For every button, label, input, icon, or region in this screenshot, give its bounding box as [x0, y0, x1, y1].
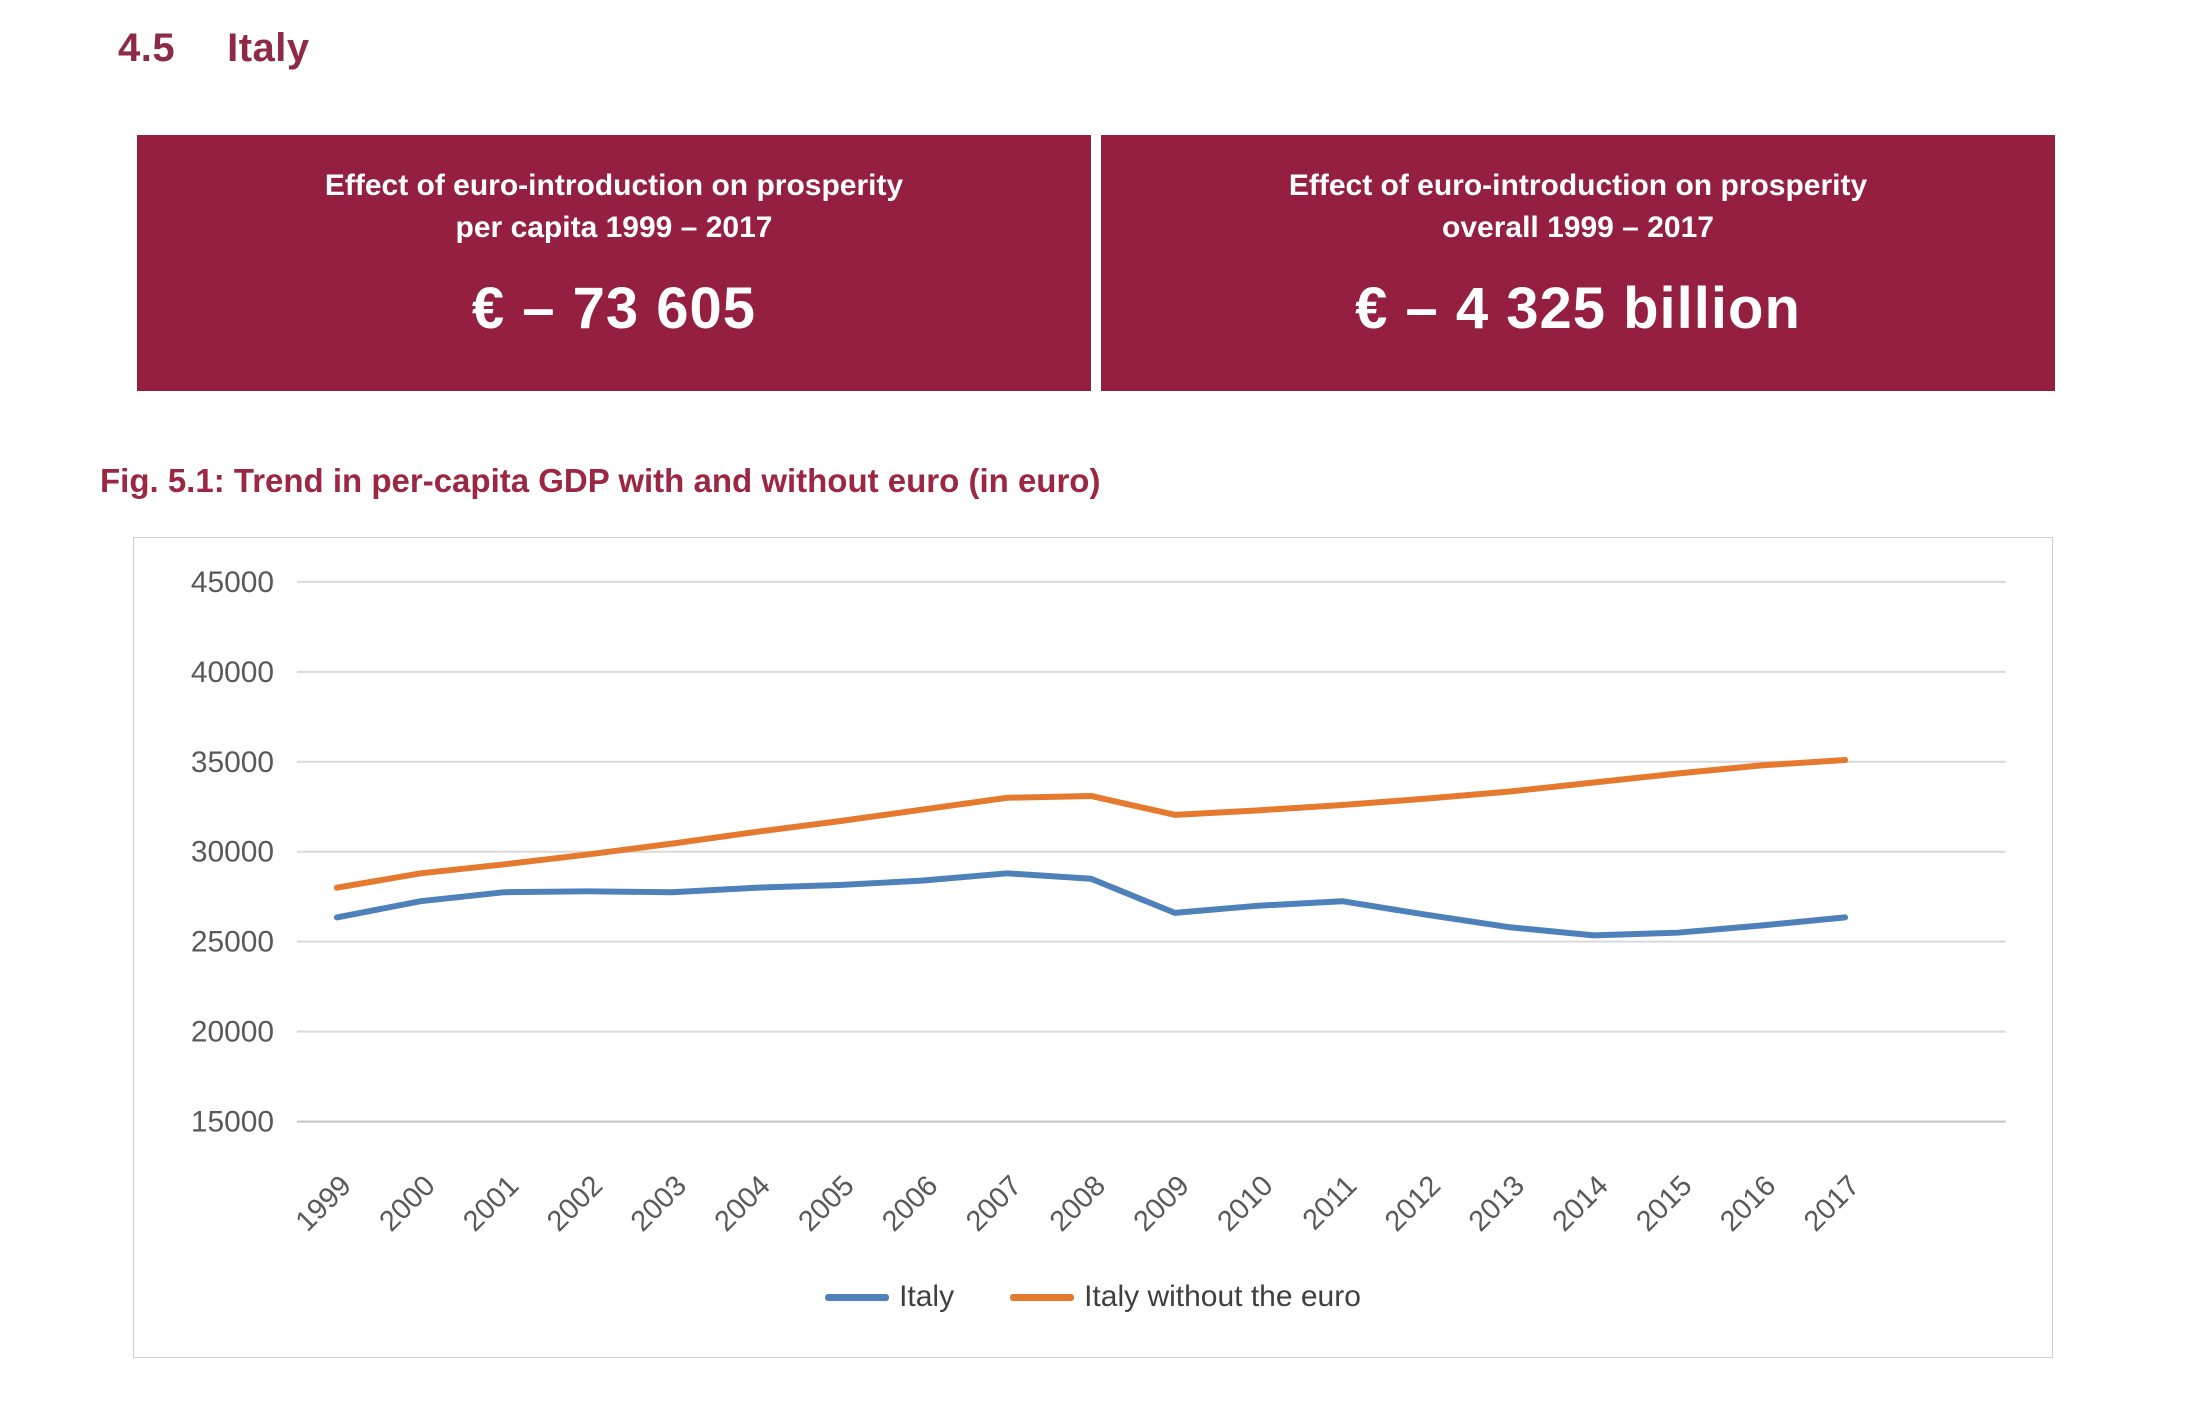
x-axis-tick-label: 2016 [1714, 1170, 1782, 1238]
x-axis-tick-label: 2000 [373, 1170, 441, 1238]
per-capita-effect-value: € – 73 605 [471, 276, 757, 341]
y-axis-tick-label: 45000 [191, 566, 274, 599]
x-axis-tick-label: 2008 [1044, 1170, 1112, 1238]
x-axis-tick-label: 2015 [1630, 1170, 1698, 1238]
x-axis-tick-label: 2014 [1547, 1170, 1615, 1238]
section-title: Italy [227, 26, 310, 70]
chart-panel: 45000 40000 35000 30000 25000 20000 15000 1999 2… [133, 537, 2053, 1358]
x-axis-tick-label: 2002 [541, 1170, 609, 1238]
x-axis-tick-label: 2004 [709, 1170, 777, 1238]
overall-effect-card: Effect of euro-introduction on prosperit… [1101, 135, 2055, 391]
series-line-italy [333, 870, 1849, 939]
legend-item-italy-without-euro: Italy without the euro [1010, 1280, 1361, 1314]
x-axis-tick-label: 2005 [792, 1170, 860, 1238]
overall-effect-title-line2: overall 1999 – 2017 [1442, 211, 1714, 244]
y-axis-tick-label: 30000 [191, 836, 274, 869]
legend-label-italy-without-euro: Italy without the euro [1084, 1280, 1361, 1313]
y-axis-tick-label: 20000 [191, 1016, 274, 1049]
x-axis-tick-label: 2001 [457, 1170, 525, 1238]
legend-item-italy: Italy [825, 1280, 954, 1314]
per-capita-effect-card: Effect of euro-introduction on prosperit… [137, 135, 1091, 391]
y-axis-tick-label: 15000 [191, 1106, 274, 1139]
section-number: 4.5 [118, 26, 176, 70]
italy-line-swatch [825, 1293, 890, 1301]
per-capita-effect-title: Effect of euro-introduction on prosperit… [137, 165, 1091, 249]
italy-without-euro-line-swatch [1010, 1293, 1075, 1301]
figure-caption: Fig. 5.1: Trend in per-capita GDP with a… [100, 462, 1101, 499]
overall-effect-title-line1: Effect of euro-introduction on prosperit… [1288, 169, 1868, 202]
y-axis-tick-label: 25000 [191, 926, 274, 959]
x-axis-tick-label: 2006 [876, 1170, 944, 1238]
x-axis-tick-label: 2007 [960, 1170, 1028, 1238]
x-axis-tick-label: 2010 [1211, 1170, 1279, 1238]
x-axis-tick-label: 2011 [1297, 1170, 1364, 1237]
overall-effect-value: € – 4 325 billion [1355, 276, 1801, 341]
x-axis-tick-label: 2017 [1798, 1170, 1866, 1238]
per-capita-effect-title-line2: per capita 1999 – 2017 [455, 211, 773, 244]
per-capita-effect-title-line1: Effect of euro-introduction on prosperit… [324, 169, 904, 202]
prosperity-banner: Effect of euro-introduction on prosperit… [137, 135, 2055, 391]
x-axis-tick-label: 1999 [290, 1170, 358, 1238]
overall-effect-title: Effect of euro-introduction on prosperit… [1101, 165, 2055, 249]
series-line-italy-without-euro [333, 756, 1849, 891]
x-axis-tick-label: 2013 [1463, 1170, 1531, 1238]
section-heading: 4.5 Italy [118, 26, 310, 71]
legend-label-italy: Italy [899, 1280, 955, 1313]
x-axis-tick-label: 2012 [1379, 1170, 1447, 1238]
y-axis-tick-label: 40000 [191, 656, 274, 689]
chart-legend: Italy Italy without the euro [134, 1280, 2052, 1314]
x-axis-tick-label: 2003 [625, 1170, 693, 1238]
x-axis-tick-label: 2009 [1128, 1170, 1196, 1238]
y-axis-tick-label: 35000 [191, 746, 274, 779]
